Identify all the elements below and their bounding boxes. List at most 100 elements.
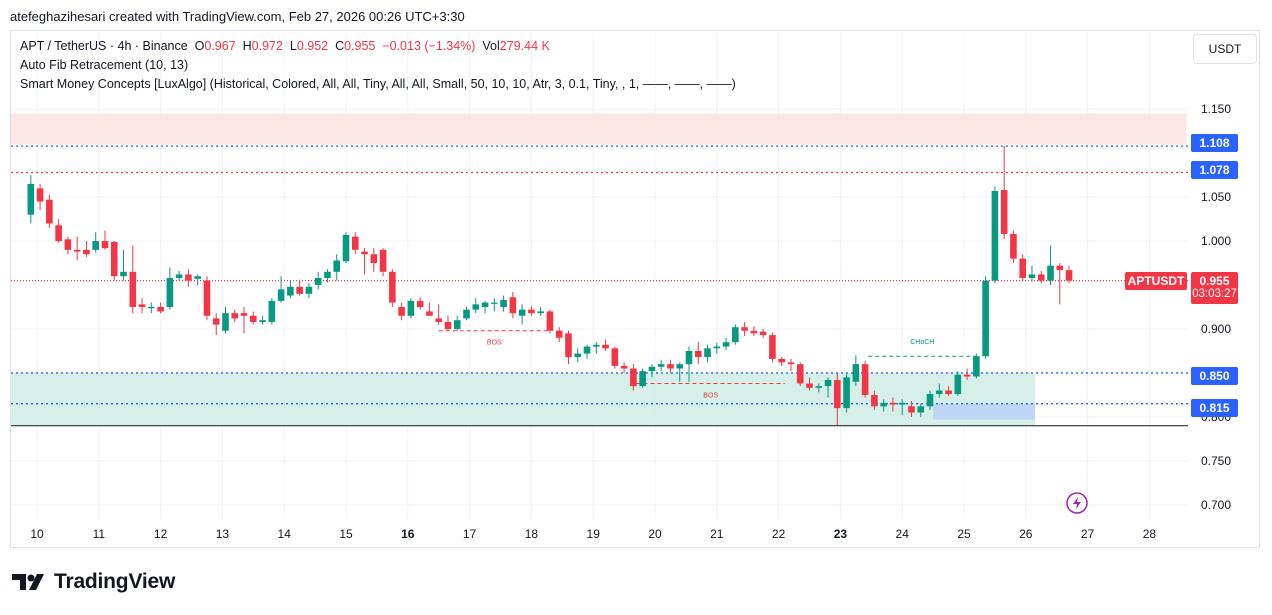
candle[interactable] — [175, 270, 183, 281]
candle[interactable] — [240, 307, 248, 334]
candle[interactable] — [426, 302, 433, 316]
candle[interactable] — [444, 315, 452, 331]
candle[interactable] — [129, 245, 137, 314]
candle[interactable] — [296, 279, 303, 296]
candle[interactable] — [268, 298, 276, 325]
lightning-icon[interactable] — [1066, 492, 1088, 514]
candle[interactable] — [148, 302, 155, 314]
candle[interactable] — [509, 292, 517, 319]
candle[interactable] — [305, 283, 313, 299]
legend-symbol[interactable]: APT / TetherUS · 4h · Binance — [20, 39, 188, 53]
candle[interactable] — [769, 332, 776, 363]
candle[interactable] — [574, 348, 582, 363]
candle[interactable] — [732, 324, 739, 345]
candle[interactable] — [555, 327, 563, 343]
candle[interactable] — [1019, 254, 1027, 281]
candle[interactable] — [963, 368, 971, 380]
candle[interactable] — [908, 401, 915, 417]
candle[interactable] — [592, 342, 600, 354]
candle[interactable] — [1037, 270, 1045, 284]
candle[interactable] — [120, 249, 127, 281]
candle[interactable] — [880, 399, 887, 412]
candle[interactable] — [954, 371, 962, 396]
candle[interactable] — [871, 390, 878, 410]
candle[interactable] — [342, 232, 350, 264]
candle[interactable] — [611, 346, 619, 369]
candle[interactable] — [194, 274, 201, 286]
candle[interactable] — [657, 359, 665, 372]
candle[interactable] — [287, 280, 294, 299]
candle[interactable] — [83, 241, 90, 257]
candle[interactable] — [250, 311, 257, 325]
candle[interactable] — [722, 337, 730, 351]
candle[interactable] — [1000, 146, 1008, 240]
candle[interactable] — [945, 386, 952, 396]
candle[interactable] — [917, 403, 925, 417]
candle[interactable] — [481, 300, 489, 314]
candle[interactable] — [824, 377, 832, 398]
candle[interactable] — [815, 383, 823, 393]
candle[interactable] — [537, 307, 544, 316]
candle[interactable] — [741, 321, 748, 337]
candle[interactable] — [1047, 245, 1054, 286]
candle[interactable] — [73, 236, 81, 261]
candle[interactable] — [648, 364, 656, 378]
candle[interactable] — [982, 276, 989, 359]
candle[interactable] — [667, 359, 674, 373]
candle[interactable] — [787, 358, 795, 372]
candle[interactable] — [157, 302, 164, 314]
candle[interactable] — [46, 194, 53, 228]
candle[interactable] — [861, 360, 869, 398]
candle[interactable] — [518, 304, 526, 325]
candle[interactable] — [92, 232, 100, 253]
candle[interactable] — [973, 353, 980, 379]
candle[interactable] — [759, 328, 767, 338]
candle[interactable] — [55, 219, 62, 243]
candle[interactable] — [926, 390, 934, 410]
candle[interactable] — [1056, 263, 1064, 305]
candle[interactable] — [64, 236, 72, 255]
candle[interactable] — [389, 269, 396, 307]
candle[interactable] — [1065, 265, 1073, 284]
candle[interactable] — [398, 302, 405, 321]
candle[interactable] — [351, 232, 359, 255]
candle[interactable] — [694, 342, 702, 365]
candle[interactable] — [713, 343, 721, 354]
candle[interactable] — [407, 298, 415, 319]
candle[interactable] — [277, 276, 285, 303]
candle[interactable] — [324, 269, 331, 283]
candle[interactable] — [796, 362, 804, 387]
candle[interactable] — [333, 254, 341, 281]
candle[interactable] — [620, 362, 628, 373]
candle[interactable] — [889, 397, 897, 412]
candle[interactable] — [583, 344, 591, 359]
candle[interactable] — [370, 248, 378, 272]
candle[interactable] — [472, 298, 480, 314]
candle[interactable] — [138, 298, 146, 314]
candle[interactable] — [416, 297, 424, 310]
candle[interactable] — [361, 248, 368, 275]
candle[interactable] — [546, 309, 554, 334]
candle[interactable] — [852, 355, 860, 387]
candle[interactable] — [259, 315, 266, 325]
candle[interactable] — [898, 399, 906, 416]
candle[interactable] — [222, 307, 229, 334]
candle[interactable] — [991, 186, 999, 284]
candle[interactable] — [27, 175, 35, 224]
candle[interactable] — [491, 298, 498, 312]
candle[interactable] — [639, 368, 646, 388]
candle[interactable] — [834, 372, 841, 426]
candle[interactable] — [379, 248, 387, 277]
candle[interactable] — [203, 276, 211, 321]
candle[interactable] — [843, 372, 850, 413]
candle[interactable] — [212, 313, 220, 336]
candle[interactable] — [528, 306, 535, 316]
candle[interactable] — [36, 183, 44, 211]
candle[interactable] — [435, 304, 442, 325]
candle[interactable] — [166, 267, 174, 310]
candle[interactable] — [565, 330, 572, 365]
candle[interactable] — [1010, 230, 1017, 264]
candle[interactable] — [630, 364, 637, 391]
candle[interactable] — [704, 344, 711, 363]
